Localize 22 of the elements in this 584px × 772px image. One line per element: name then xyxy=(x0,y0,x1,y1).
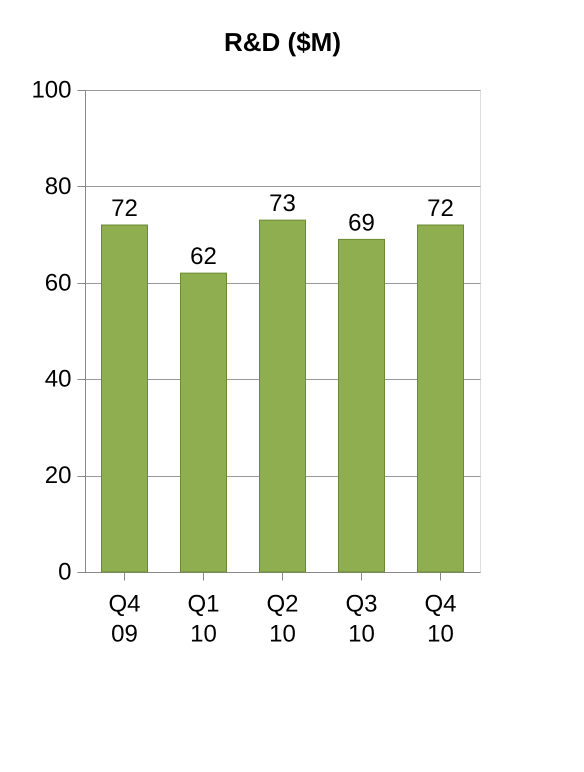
bar xyxy=(101,224,148,572)
y-tick-label: 20 xyxy=(44,462,72,490)
y-tick-label: 100 xyxy=(31,76,72,104)
data-label: 72 xyxy=(427,194,454,222)
y-tick-label: 60 xyxy=(44,269,72,296)
x-tick-label: Q2 10 xyxy=(266,590,299,648)
y-tick-label: 80 xyxy=(44,172,72,200)
y-tick-label: 0 xyxy=(58,558,72,586)
data-label: 72 xyxy=(111,194,138,222)
x-tick-label: Q3 10 xyxy=(345,590,378,648)
data-label: 62 xyxy=(190,243,217,270)
x-tick-label: Q4 09 xyxy=(108,590,141,648)
x-tick-label: Q1 10 xyxy=(187,590,220,648)
bar xyxy=(180,272,227,572)
bar xyxy=(417,224,464,572)
bar xyxy=(259,220,306,572)
chart-title: R&D ($M) xyxy=(224,27,341,57)
data-label: 69 xyxy=(348,209,375,236)
bar xyxy=(338,238,385,572)
x-tick-label: Q4 10 xyxy=(424,590,457,648)
y-tick-label: 40 xyxy=(44,366,72,393)
data-label: 73 xyxy=(269,190,296,218)
